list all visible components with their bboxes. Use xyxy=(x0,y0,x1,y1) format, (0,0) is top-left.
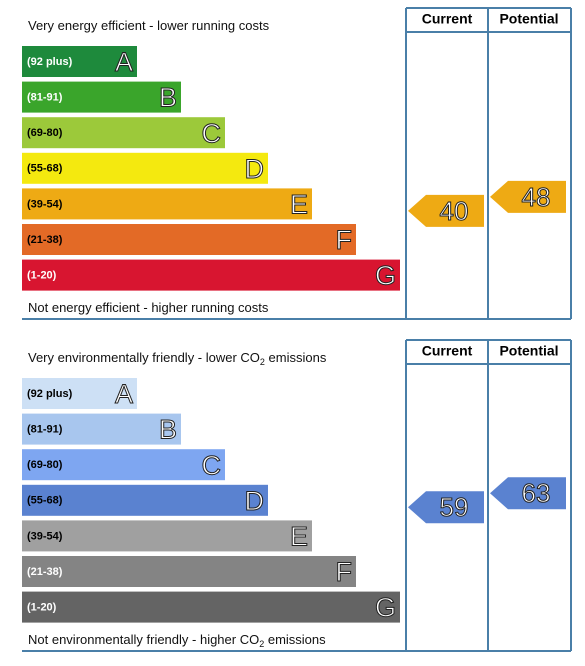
band xyxy=(22,152,268,184)
chart-label: Very environmentally friendly - lower CO… xyxy=(28,350,327,367)
band xyxy=(22,81,181,113)
band-range: (21-38) xyxy=(27,234,63,246)
band-range: (81-91) xyxy=(27,92,63,104)
band-letter: D xyxy=(245,154,265,184)
rating-value: 48 xyxy=(522,182,551,212)
rating-arrow xyxy=(408,491,484,524)
rating-value: 59 xyxy=(440,492,469,522)
band xyxy=(22,413,181,445)
column-header: Potential xyxy=(499,11,558,27)
band-letter: A xyxy=(115,379,133,409)
chart-label: Not environmentally friendly - higher CO… xyxy=(28,632,326,649)
band-range: (21-38) xyxy=(27,566,63,578)
band xyxy=(22,449,225,481)
band xyxy=(22,188,312,220)
band-range: (39-54) xyxy=(27,530,63,542)
band xyxy=(22,224,356,255)
label-part: Very environmentally friendly - lower CO xyxy=(28,350,260,365)
band-letter: F xyxy=(336,225,353,255)
rating-value: 40 xyxy=(440,196,469,226)
band-range: (69-80) xyxy=(27,127,63,139)
band-range: (1-20) xyxy=(27,602,57,614)
rating-arrow xyxy=(408,194,484,227)
column-header: Current xyxy=(422,11,473,27)
band-range: (92 plus) xyxy=(27,56,73,68)
band-letter: F xyxy=(336,557,353,587)
band-letter: E xyxy=(290,522,308,552)
chart-label: Not energy efficient - higher running co… xyxy=(28,300,269,315)
band xyxy=(22,591,400,623)
band-letter: C xyxy=(202,118,222,148)
band xyxy=(22,484,268,516)
band-letter: A xyxy=(115,47,133,77)
band-range: (39-54) xyxy=(27,198,63,210)
band-letter: C xyxy=(202,450,222,480)
band-range: (92 plus) xyxy=(27,388,73,400)
band xyxy=(22,117,225,149)
column-header: Current xyxy=(422,343,473,359)
band-letter: B xyxy=(159,83,177,113)
band-letter: G xyxy=(375,261,396,291)
rating-arrow xyxy=(490,477,566,510)
band-range: (55-68) xyxy=(27,163,63,175)
band xyxy=(22,46,137,77)
label-part: Very energy efficient - lower running co… xyxy=(28,18,270,33)
rating-arrow xyxy=(490,180,566,213)
label-part: Not energy efficient - higher running co… xyxy=(28,300,269,315)
subscript: 2 xyxy=(259,639,264,649)
band xyxy=(22,520,312,552)
column-header: Potential xyxy=(499,343,558,359)
band-range: (69-80) xyxy=(27,459,63,471)
label-part: emissions xyxy=(265,350,327,365)
band-letter: D xyxy=(245,486,265,516)
band-letter: G xyxy=(375,593,396,623)
band xyxy=(22,556,356,587)
band xyxy=(22,378,137,409)
band-range: (55-68) xyxy=(27,495,63,507)
band-range: (81-91) xyxy=(27,424,63,436)
label-part: Not environmentally friendly - higher CO xyxy=(28,632,259,647)
band xyxy=(22,259,400,291)
subscript: 2 xyxy=(260,357,265,367)
label-part: emissions xyxy=(264,632,326,647)
band-letter: E xyxy=(290,190,308,220)
chart-label: Very energy efficient - lower running co… xyxy=(28,18,270,33)
band-letter: B xyxy=(159,415,177,445)
rating-value: 63 xyxy=(522,478,551,508)
band-range: (1-20) xyxy=(27,270,57,282)
